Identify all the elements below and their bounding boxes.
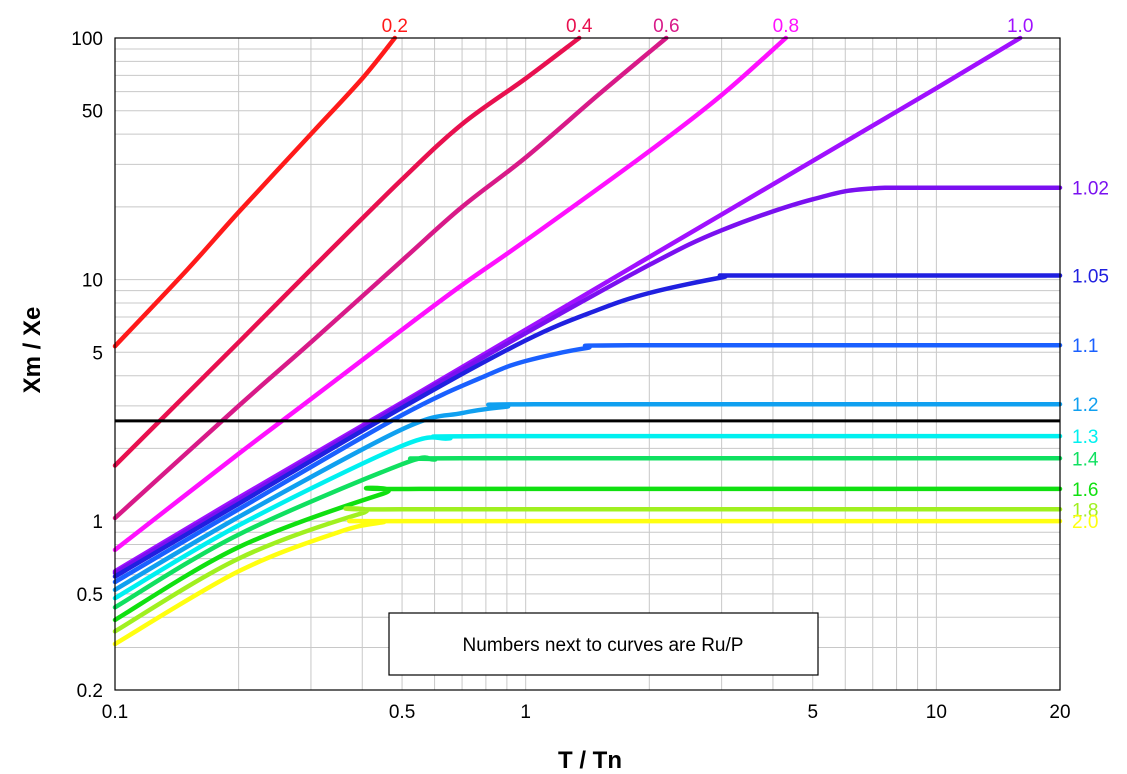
y-tick-label: 5	[92, 343, 103, 364]
series-line	[112, 518, 1063, 647]
y-tick-labels: 0.2 0.5 1 5 10 50 100	[71, 29, 103, 702]
series-group	[112, 35, 1063, 647]
curve-label: 0.6	[653, 16, 679, 37]
annotation-box: Numbers next to curves are Ru/P	[388, 612, 819, 676]
x-tick-labels: 0.1 0.5 1 5 10 20	[102, 702, 1071, 723]
curve-label: 1.4	[1072, 449, 1099, 470]
curve-label: 1.02	[1072, 179, 1109, 200]
series-line	[112, 455, 1063, 610]
curve-label: 0.2	[382, 16, 408, 37]
x-tick-label: 5	[807, 702, 818, 723]
curve-labels: 0.2 0.4 0.6 0.8 1.0 1.02 1.05 1.1 1.2 1.31.4 1.61.…	[382, 16, 1109, 533]
x-tick-label: 0.1	[102, 702, 128, 723]
annotation-text: Numbers next to curves are Ru/P	[463, 635, 744, 656]
annotation-frame	[388, 612, 819, 676]
y-tick-label: 100	[71, 29, 103, 50]
curve-label: 1.2	[1072, 395, 1098, 416]
series-line	[112, 506, 1063, 634]
x-tick-label: 0.5	[389, 702, 415, 723]
y-tick-label: 1	[92, 512, 103, 533]
series-line	[112, 35, 669, 521]
x-tick-label: 10	[926, 702, 947, 723]
x-tick-label: 20	[1049, 702, 1070, 723]
series-line	[112, 35, 398, 349]
x-axis-title: T / Tn	[558, 747, 622, 774]
y-tick-label: 10	[82, 271, 103, 292]
x-tick-label: 1	[520, 702, 531, 723]
curve-label: 1.6	[1072, 480, 1098, 501]
series-line	[112, 35, 789, 553]
series-line	[112, 433, 1063, 601]
curve-label: 0.4	[566, 16, 593, 37]
y-tick-label: 0.2	[77, 681, 103, 702]
series-line	[112, 342, 1063, 585]
series-line	[112, 273, 1063, 579]
series-line	[112, 185, 1063, 576]
y-axis-title: Xm / Xe	[19, 307, 46, 394]
curve-label: 1.1	[1072, 336, 1098, 357]
y-tick-label: 0.5	[77, 585, 103, 606]
curve-label: 1.0	[1007, 16, 1033, 37]
series-line	[112, 485, 1063, 623]
curve-label: 1.05	[1072, 266, 1109, 287]
series-line	[112, 35, 582, 468]
series-line	[112, 401, 1063, 593]
y-tick-label: 50	[82, 102, 103, 123]
curve-label: 2.0	[1072, 512, 1098, 533]
curve-label: 0.8	[773, 16, 799, 37]
plot-frame	[114, 37, 1061, 691]
curve-label: 1.3	[1072, 427, 1098, 448]
curve-label: 1.8	[1072, 500, 1098, 521]
